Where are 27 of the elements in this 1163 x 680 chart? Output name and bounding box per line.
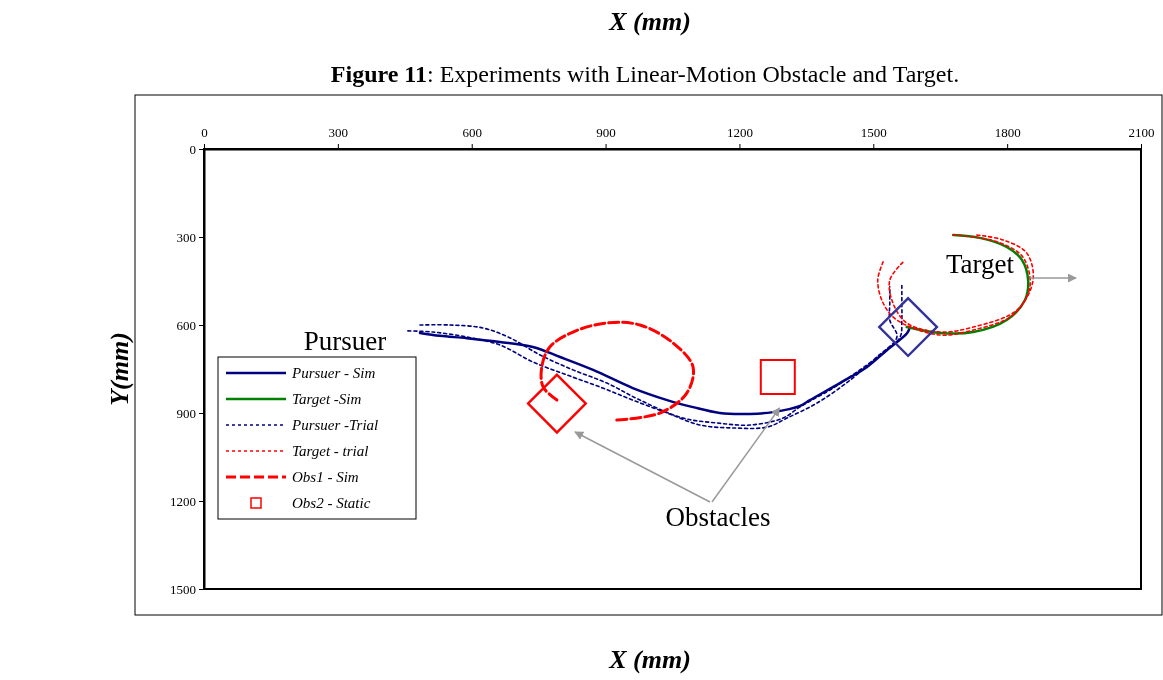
x-tick-label: 2100 xyxy=(1128,125,1155,141)
y-tick-label: 300 xyxy=(176,229,196,245)
x-tick-label: 0 xyxy=(201,125,208,141)
y-tick-label: 1500 xyxy=(170,581,196,597)
legend-label: Target - trial xyxy=(292,443,369,459)
y-tick-label: 900 xyxy=(176,405,196,421)
legend-label: Obs1 - Sim xyxy=(292,469,359,485)
annotation: Pursuer xyxy=(303,326,387,356)
x-tick-label: 300 xyxy=(328,125,349,141)
x-tick-label: 1500 xyxy=(860,125,887,141)
x-axis-title: X (mm) xyxy=(608,645,691,674)
legend-label: Obs2 - Static xyxy=(292,495,371,511)
text: X (mm) xyxy=(608,7,691,36)
y-tick-label: 1200 xyxy=(170,493,196,509)
x-tick-label: 600 xyxy=(462,125,482,141)
x-tick-label: 1800 xyxy=(994,125,1021,141)
legend-label: Pursuer - Sim xyxy=(291,365,376,381)
legend-label: Pursuer -Trial xyxy=(291,417,379,433)
chart-title: Figure 11: Experiments with Linear-Motion Obstacle and Target. xyxy=(330,61,960,87)
x-tick-label: 900 xyxy=(596,125,616,141)
annotation: Obstacles xyxy=(665,502,771,532)
y-tick-label: 600 xyxy=(176,317,196,333)
annotation: Target xyxy=(945,249,1015,279)
y-axis-title: Y(mm) xyxy=(105,332,134,406)
x-tick-label: 1200 xyxy=(726,125,753,141)
legend-label: Target -Sim xyxy=(292,391,362,407)
y-tick-label: 0 xyxy=(189,141,196,157)
